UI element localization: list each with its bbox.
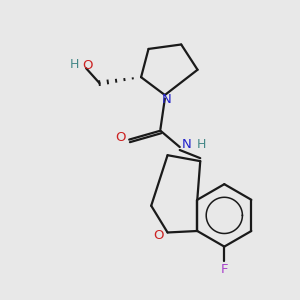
Text: N: N — [182, 138, 191, 151]
Text: O: O — [153, 229, 163, 242]
Text: O: O — [82, 59, 93, 72]
Text: F: F — [220, 263, 228, 276]
Text: H: H — [70, 58, 80, 71]
Text: O: O — [116, 131, 126, 144]
Text: H: H — [196, 138, 206, 151]
Text: N: N — [162, 93, 172, 106]
